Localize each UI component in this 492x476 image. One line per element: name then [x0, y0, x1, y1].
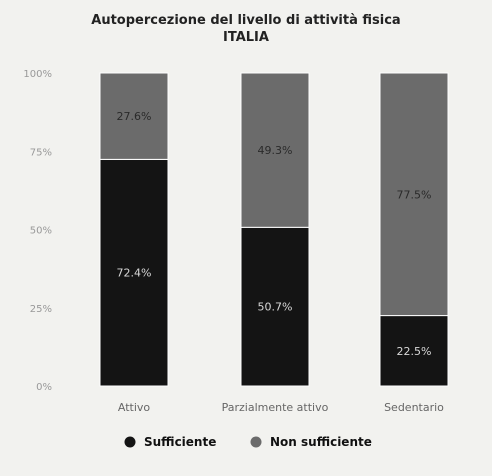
legend-label: Sufficiente — [144, 435, 216, 449]
y-tick-label: 100% — [23, 69, 52, 80]
y-axis: 0% 25% 50% 75% 100% — [23, 69, 52, 393]
chart-subtitle: ITALIA — [223, 30, 269, 45]
y-tick-label: 0% — [36, 382, 52, 393]
legend-marker — [250, 436, 262, 448]
y-tick-label: 50% — [30, 226, 52, 237]
data-label: 50.7% — [258, 301, 293, 314]
data-label: 72.4% — [117, 267, 152, 280]
chart-title: Autopercezione del livello di attività f… — [91, 13, 400, 28]
bars: 72.4% 27.6% 50.7% 49.3% 22.5% 77.5% — [99, 72, 449, 387]
data-label: 49.3% — [258, 144, 293, 157]
data-label: 27.6% — [117, 110, 152, 123]
legend-marker — [124, 436, 136, 448]
x-tick-label: Parzialmente attivo — [222, 401, 329, 414]
bar-segment — [99, 158, 169, 387]
legend-label: Non sufficiente — [270, 435, 372, 449]
bar-segment — [379, 72, 449, 317]
x-axis: Attivo Parzialmente attivo Sedentario — [118, 401, 444, 414]
legend: Sufficiente Non sufficiente — [124, 435, 372, 449]
bar-segment — [99, 72, 169, 160]
data-label: 77.5% — [397, 188, 432, 201]
bar-segment — [379, 315, 449, 387]
y-tick-label: 75% — [30, 147, 52, 158]
y-tick-label: 25% — [30, 304, 52, 315]
data-label: 22.5% — [397, 345, 432, 358]
bar-segment — [240, 72, 310, 228]
x-tick-label: Attivo — [118, 401, 151, 414]
x-tick-label: Sedentario — [384, 401, 444, 414]
